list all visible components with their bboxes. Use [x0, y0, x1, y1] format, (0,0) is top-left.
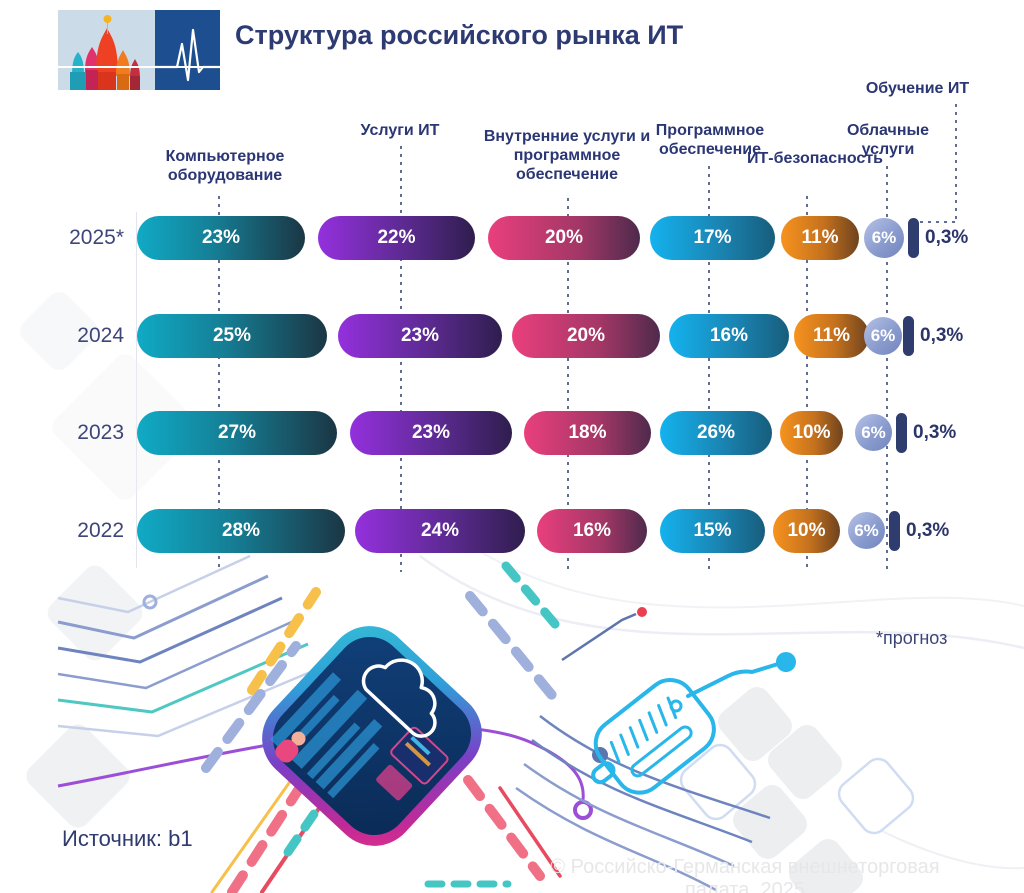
bar-2022-hardware: 28% — [137, 509, 345, 553]
column-header-it-training: Обучение ИТ — [865, 80, 970, 97]
column-header-software: Программное обеспечение — [655, 122, 765, 158]
bar-2023-it-training — [896, 413, 907, 453]
bar-2025-it-security: 11% — [781, 216, 859, 260]
value-2024-it-training: 0,3% — [920, 325, 964, 346]
column-header-hardware: Компьютерное оборудование — [165, 148, 285, 184]
column-header-cloud-services: Облачные услуги — [846, 122, 930, 158]
copyright-text: © Российско-Германская внешнеторговая па… — [550, 856, 940, 893]
bar-2022-it-training — [889, 511, 900, 551]
logo-cathedral-panel — [58, 10, 155, 90]
value-2023-it-training: 0,3% — [913, 422, 957, 443]
bar-2022-it-security: 10% — [773, 509, 840, 553]
circuit-decoration — [26, 544, 1024, 893]
year-label-2025: 2025* — [69, 226, 124, 249]
leader-line-it-training-horizontal — [912, 221, 957, 223]
leader-line-it-security — [806, 196, 808, 572]
forecast-note: *прогноз — [876, 628, 948, 648]
value-2025-it-training: 0,3% — [925, 227, 969, 248]
column-header-it-security: ИТ-безопасность — [747, 150, 883, 167]
bar-2023-hardware: 27% — [137, 411, 337, 455]
bar-row-2023: 27% 23% 18% 26% 10% 6% 0,3% — [137, 411, 1017, 455]
bar-2023-internal-software: 18% — [524, 411, 651, 455]
bar-2024-it-training — [903, 316, 914, 356]
bar-2022-cloud-services: 6% — [848, 512, 885, 549]
bar-2025-software: 17% — [650, 216, 775, 260]
bar-2023-software: 26% — [660, 411, 772, 455]
bar-row-2024: 25% 23% 20% 16% 11% 6% 0,3% — [137, 314, 1017, 358]
bar-2025-internal-software: 20% — [488, 216, 640, 260]
leader-line-it-services — [400, 146, 402, 572]
bar-row-2025: 23% 22% 20% 17% 11% 6% 0,3% — [137, 216, 1017, 260]
bar-2024-it-security: 11% — [794, 314, 869, 358]
ahk-logo — [58, 10, 220, 90]
logo-ecg-panel — [155, 10, 220, 90]
column-header-it-services: Услуги ИТ — [360, 122, 440, 139]
source-note: Источник: b1 — [62, 826, 193, 851]
ecg-pulse-icon — [155, 28, 220, 82]
axis-line — [136, 212, 137, 568]
cathedral-icon — [70, 15, 140, 90]
bar-row-2022: 28% 24% 16% 15% 10% 6% 0,3% — [137, 509, 1017, 553]
bar-2024-hardware: 25% — [137, 314, 327, 358]
bar-2025-it-services: 22% — [318, 216, 475, 260]
bar-2023-it-services: 23% — [350, 411, 512, 455]
year-label-2024: 2024 — [77, 324, 124, 347]
year-label-2023: 2023 — [77, 421, 124, 444]
leader-line-internal-software — [567, 198, 569, 572]
leader-line-cloud-services — [886, 166, 888, 572]
leader-line-hardware — [218, 196, 220, 572]
bar-2024-software: 16% — [669, 314, 789, 358]
bar-2024-it-services: 23% — [338, 314, 502, 358]
value-2022-it-training: 0,3% — [906, 520, 950, 541]
bar-2024-internal-software: 20% — [512, 314, 660, 358]
bar-2023-it-security: 10% — [780, 411, 843, 455]
column-header-internal-software: Внутренние услуги и программное обеспече… — [483, 128, 651, 183]
bar-2025-hardware: 23% — [137, 216, 305, 260]
bar-2022-software: 15% — [660, 509, 765, 553]
logo-baseline — [58, 66, 220, 68]
bar-2024-cloud-services: 6% — [864, 317, 902, 355]
leader-line-it-training-vertical — [955, 104, 957, 222]
year-label-2022: 2022 — [77, 519, 124, 542]
leader-line-software — [708, 166, 710, 572]
bar-2025-it-training — [908, 218, 919, 258]
bar-2022-it-services: 24% — [355, 509, 525, 553]
bar-2023-cloud-services: 6% — [855, 414, 892, 451]
bar-2025-cloud-services: 6% — [864, 218, 904, 258]
page-title: Структура российского рынка ИТ — [235, 20, 684, 50]
bar-2022-internal-software: 16% — [537, 509, 647, 553]
